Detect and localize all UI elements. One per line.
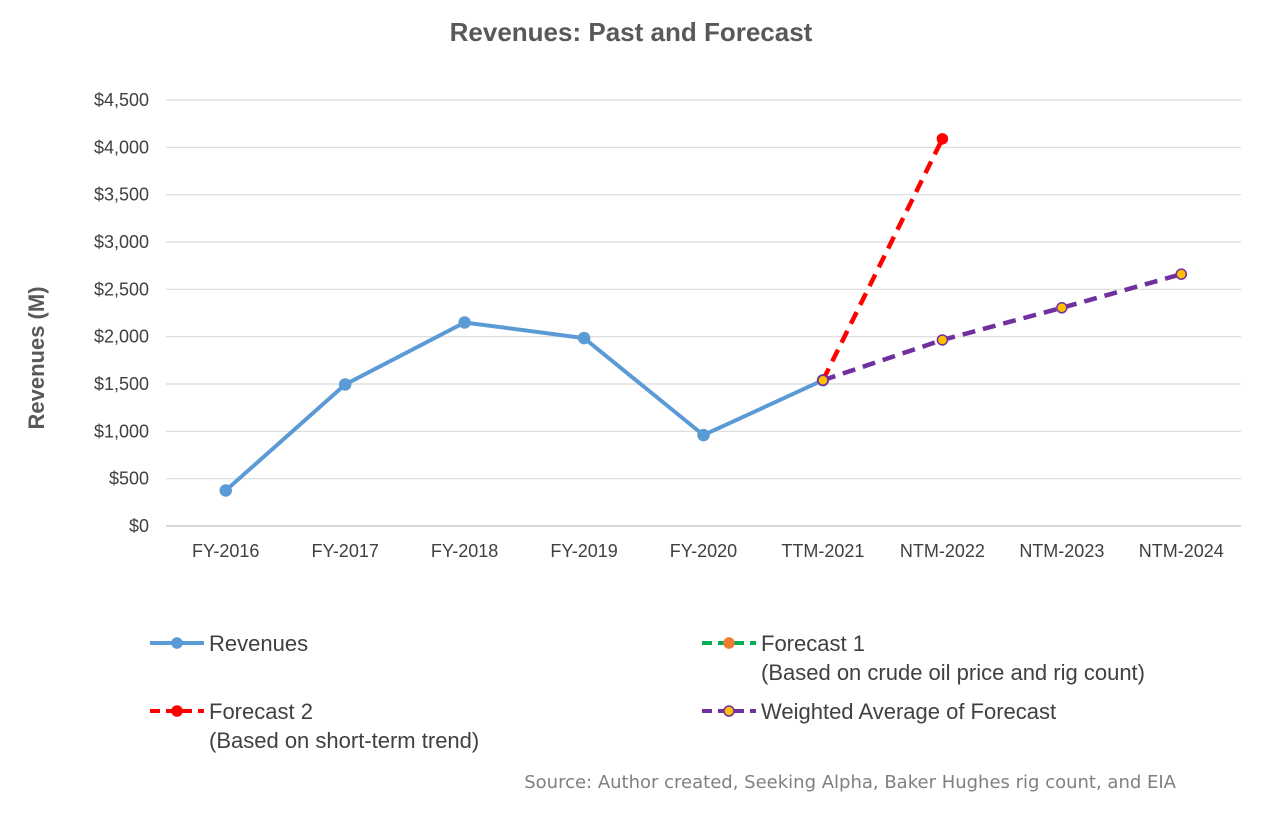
y-tick-label: $3,500 xyxy=(94,185,149,205)
data-point xyxy=(1175,268,1188,280)
legend-swatch-marker xyxy=(171,637,183,649)
legend-swatch-marker xyxy=(171,705,183,717)
legend-note: (Based on short-term trend) xyxy=(209,728,479,753)
x-tick-label: FY-2018 xyxy=(431,541,498,561)
y-tick-label: $0 xyxy=(129,516,149,536)
x-axis-ticks: FY-2016 FY-2017 FY-2018 FY-2019 FY-2020 TTM-2… xyxy=(192,541,1224,561)
series-line xyxy=(822,272,1182,383)
x-tick-label: FY-2017 xyxy=(311,541,378,561)
legend-label: Weighted Average of Forecast xyxy=(761,699,1056,724)
series-weighted-average-of-forecast xyxy=(817,268,1188,386)
x-tick-label: NTM-2022 xyxy=(900,541,985,561)
series-line xyxy=(820,137,945,382)
legend-item: Weighted Average of Forecast xyxy=(702,699,1056,724)
legend-label: Forecast 1 xyxy=(761,631,865,656)
data-point xyxy=(458,316,471,329)
legend-item: Forecast 2 (Based on short-term trend) xyxy=(150,699,479,753)
y-tick-label: $2,500 xyxy=(94,279,149,299)
data-point xyxy=(697,428,710,442)
y-axis-label: Revenues (M) xyxy=(24,286,49,429)
x-tick-label: NTM-2023 xyxy=(1019,541,1104,561)
data-point xyxy=(577,331,591,345)
data-point xyxy=(936,334,949,346)
y-tick-label: $1,500 xyxy=(94,374,149,394)
x-tick-label: TTM-2021 xyxy=(781,541,864,561)
y-tick-label: $4,500 xyxy=(94,90,149,110)
data-point xyxy=(219,484,232,497)
data-point xyxy=(338,378,352,391)
series-revenues xyxy=(219,316,830,497)
x-tick-label: FY-2020 xyxy=(670,541,737,561)
y-tick-label: $500 xyxy=(109,469,149,489)
legend: Revenues Forecast 1 (Based on crude oil pr… xyxy=(150,631,1145,753)
y-tick-label: $2,000 xyxy=(94,327,149,347)
legend-swatch-marker xyxy=(723,637,735,649)
gridlines xyxy=(166,99,1241,527)
data-point xyxy=(817,374,829,386)
legend-item: Forecast 1 (Based on crude oil price and … xyxy=(702,631,1145,685)
y-tick-label: $1,000 xyxy=(94,421,149,441)
x-tick-label: FY-2019 xyxy=(550,541,617,561)
series-line xyxy=(224,320,824,492)
y-tick-label: $3,000 xyxy=(94,232,149,252)
chart-title: Revenues: Past and Forecast xyxy=(450,17,813,47)
data-point xyxy=(1056,302,1068,314)
data-point xyxy=(936,133,949,145)
legend-swatch-marker xyxy=(723,705,735,717)
y-axis-ticks: $0 $500 $1,000 $1,500 $2,000 $2,500 $3,000 $3,5… xyxy=(94,90,149,536)
x-tick-label: NTM-2024 xyxy=(1139,541,1224,561)
legend-item: Revenues xyxy=(150,631,308,656)
source-note: Source: Author created, Seeking Alpha, B… xyxy=(524,772,1176,793)
x-tick-label: FY-2016 xyxy=(192,541,259,561)
y-tick-label: $4,000 xyxy=(94,137,149,157)
series-forecast-2 xyxy=(817,133,949,386)
legend-label: Revenues xyxy=(209,631,308,656)
plot-series xyxy=(219,133,1188,497)
legend-note: (Based on crude oil price and rig count) xyxy=(761,660,1145,685)
legend-label: Forecast 2 xyxy=(209,699,313,724)
